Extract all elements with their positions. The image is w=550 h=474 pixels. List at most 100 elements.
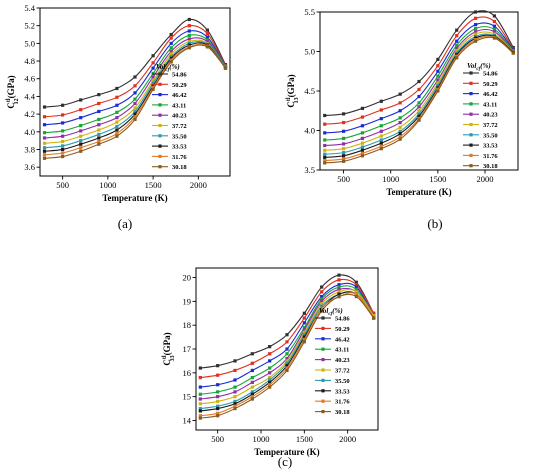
data-point	[320, 294, 324, 299]
legend-entry: 54.86	[172, 72, 187, 79]
data-point	[233, 399, 237, 404]
data-point	[187, 29, 191, 33]
data-point	[492, 36, 497, 40]
data-point	[61, 134, 65, 138]
data-point	[187, 37, 191, 41]
data-point	[492, 30, 497, 34]
y-axis-superscript: tl	[162, 355, 168, 359]
legend-entry: 31.76	[172, 154, 187, 161]
y-tick-label: 16	[183, 368, 192, 378]
data-point	[436, 64, 440, 68]
panel-caption: (b)	[427, 216, 442, 231]
data-point	[216, 399, 220, 404]
data-point	[233, 402, 237, 406]
legend-entry: 43.11	[172, 102, 186, 109]
data-point	[133, 106, 137, 110]
data-point	[341, 151, 346, 155]
x-tick-label: 1500	[429, 174, 446, 184]
data-point	[115, 134, 119, 138]
data-point	[61, 147, 65, 152]
data-point	[268, 371, 272, 375]
legend-entry: 54.86	[483, 71, 498, 78]
data-point	[354, 292, 358, 296]
data-point	[337, 287, 341, 292]
data-point	[205, 45, 209, 49]
data-point	[198, 402, 202, 406]
data-point	[133, 91, 137, 95]
y-tick-label: 3.5	[304, 165, 315, 175]
x-tick-label: 500	[211, 434, 224, 444]
data-point	[417, 112, 421, 116]
data-point	[455, 46, 459, 50]
data-point	[323, 143, 327, 148]
chart-panel-2: 500 1000 1500 2000 3.5 4.0 4.5 5.0 5.5 Temperatur…	[286, 7, 519, 231]
legend-entry: 40.23	[172, 113, 187, 120]
data-point	[250, 385, 254, 389]
data-point	[97, 93, 101, 97]
x-tick-label: 500	[337, 174, 350, 184]
data-point	[79, 149, 83, 153]
y-tick-label: 18	[183, 320, 192, 330]
legend-swatch-marker	[321, 378, 325, 382]
data-point	[492, 19, 497, 24]
data-point	[198, 416, 202, 420]
data-point	[169, 52, 173, 56]
data-point	[151, 85, 155, 90]
data-point	[133, 117, 137, 122]
data-point	[341, 136, 346, 140]
data-point	[97, 142, 101, 146]
data-point	[198, 397, 202, 401]
data-point	[492, 24, 497, 28]
y-axis-subscript: 12	[14, 98, 20, 104]
data-point	[360, 131, 365, 135]
legend-entry: 33.53	[335, 388, 350, 395]
data-point	[61, 113, 65, 117]
legend-entry: 46.42	[335, 336, 350, 343]
legend-swatch-marker	[158, 154, 162, 158]
data-point	[169, 60, 173, 64]
data-point	[372, 316, 376, 320]
data-point	[61, 139, 65, 144]
data-point	[436, 81, 440, 85]
y-axis-symbol: C	[6, 102, 16, 109]
data-point	[302, 340, 306, 344]
data-point	[285, 340, 289, 344]
legend-entry: 40.23	[335, 357, 350, 364]
data-point	[360, 136, 365, 140]
data-point	[341, 121, 346, 125]
data-point	[398, 125, 402, 129]
y-axis-superscript: tl	[6, 98, 12, 102]
data-point	[302, 311, 306, 315]
data-point	[250, 392, 254, 396]
legend: Volcf(%)54.86 50.29 46.42 43.11 40.23 37.72 35…	[315, 307, 350, 416]
legend-swatch-marker	[158, 165, 162, 169]
data-point	[61, 154, 65, 159]
legend-entry: 37.72	[483, 122, 498, 129]
data-point	[341, 142, 346, 146]
legend-swatch-marker	[469, 81, 473, 85]
data-point	[417, 118, 421, 122]
legend-swatch-marker	[321, 358, 325, 362]
data-point	[115, 116, 119, 120]
data-point	[79, 146, 83, 150]
data-point	[417, 109, 421, 113]
data-point	[398, 137, 402, 141]
data-point	[151, 87, 155, 91]
data-point	[492, 27, 497, 31]
data-point	[268, 375, 272, 380]
series-line-33-53	[44, 42, 226, 152]
data-point	[79, 142, 83, 146]
legend-entry: 50.29	[335, 326, 350, 333]
data-point	[302, 321, 306, 325]
legend-swatch-marker	[469, 71, 473, 75]
legend-entry: 33.53	[483, 143, 498, 150]
data-point	[79, 116, 83, 120]
data-point	[115, 120, 119, 124]
legend-title-suffix: (%)	[332, 307, 343, 315]
data-point	[285, 347, 289, 351]
data-point	[205, 40, 209, 44]
legend-title: Volcf(%)	[319, 307, 343, 317]
data-point	[97, 139, 101, 144]
data-point	[473, 32, 478, 36]
data-point	[233, 378, 237, 382]
